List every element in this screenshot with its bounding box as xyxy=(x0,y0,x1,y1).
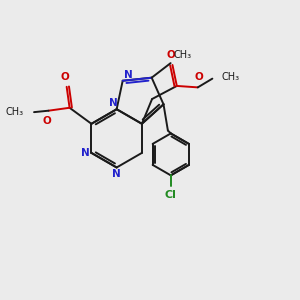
Text: N: N xyxy=(81,148,89,158)
Text: O: O xyxy=(43,116,52,126)
Text: N: N xyxy=(112,169,121,179)
Text: CH₃: CH₃ xyxy=(173,50,192,60)
Text: O: O xyxy=(195,72,204,82)
Text: N: N xyxy=(124,70,133,80)
Text: O: O xyxy=(61,72,70,82)
Text: O: O xyxy=(167,50,176,60)
Text: N: N xyxy=(109,98,118,108)
Text: CH₃: CH₃ xyxy=(222,72,240,82)
Text: Cl: Cl xyxy=(165,190,177,200)
Text: CH₃: CH₃ xyxy=(6,107,24,117)
